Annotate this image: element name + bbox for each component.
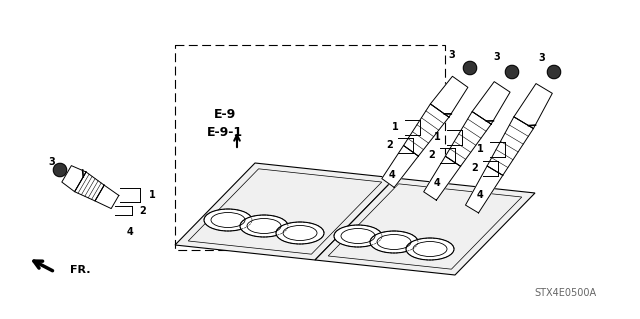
Text: 2: 2 (429, 150, 435, 160)
Circle shape (547, 65, 561, 79)
Polygon shape (424, 156, 461, 200)
Text: 2: 2 (140, 206, 147, 216)
Text: 3: 3 (449, 50, 456, 60)
Polygon shape (514, 84, 552, 129)
Text: 4: 4 (477, 190, 483, 200)
Ellipse shape (334, 225, 382, 247)
Text: 1: 1 (434, 132, 440, 142)
Polygon shape (382, 145, 419, 187)
Text: 1: 1 (148, 190, 156, 200)
Text: FR.: FR. (70, 265, 90, 275)
Polygon shape (445, 112, 491, 166)
Text: 1: 1 (477, 144, 483, 154)
Circle shape (463, 61, 477, 75)
Circle shape (506, 65, 518, 79)
Polygon shape (487, 117, 534, 175)
Text: 2: 2 (472, 163, 478, 173)
Text: 3: 3 (539, 53, 545, 63)
Text: STX4E0500A: STX4E0500A (534, 288, 596, 298)
Polygon shape (465, 166, 503, 213)
Text: 1: 1 (392, 122, 398, 132)
Ellipse shape (240, 215, 288, 237)
Text: 4: 4 (127, 227, 133, 237)
Polygon shape (404, 104, 449, 156)
Text: E-9: E-9 (214, 108, 236, 122)
Circle shape (53, 163, 67, 177)
Ellipse shape (276, 222, 324, 244)
Polygon shape (175, 163, 395, 260)
Bar (175, 45, 445, 250)
Polygon shape (430, 76, 468, 117)
Text: E-9-1: E-9-1 (207, 125, 243, 138)
Polygon shape (315, 178, 535, 275)
Text: 4: 4 (434, 178, 440, 188)
Text: 3: 3 (493, 52, 500, 62)
Ellipse shape (370, 231, 418, 253)
Text: 3: 3 (49, 157, 56, 167)
Polygon shape (75, 172, 104, 201)
Polygon shape (62, 166, 86, 192)
Polygon shape (472, 82, 510, 124)
Ellipse shape (204, 209, 252, 231)
Text: 2: 2 (387, 140, 394, 150)
Ellipse shape (406, 238, 454, 260)
Polygon shape (95, 185, 119, 209)
Text: 4: 4 (388, 170, 396, 180)
